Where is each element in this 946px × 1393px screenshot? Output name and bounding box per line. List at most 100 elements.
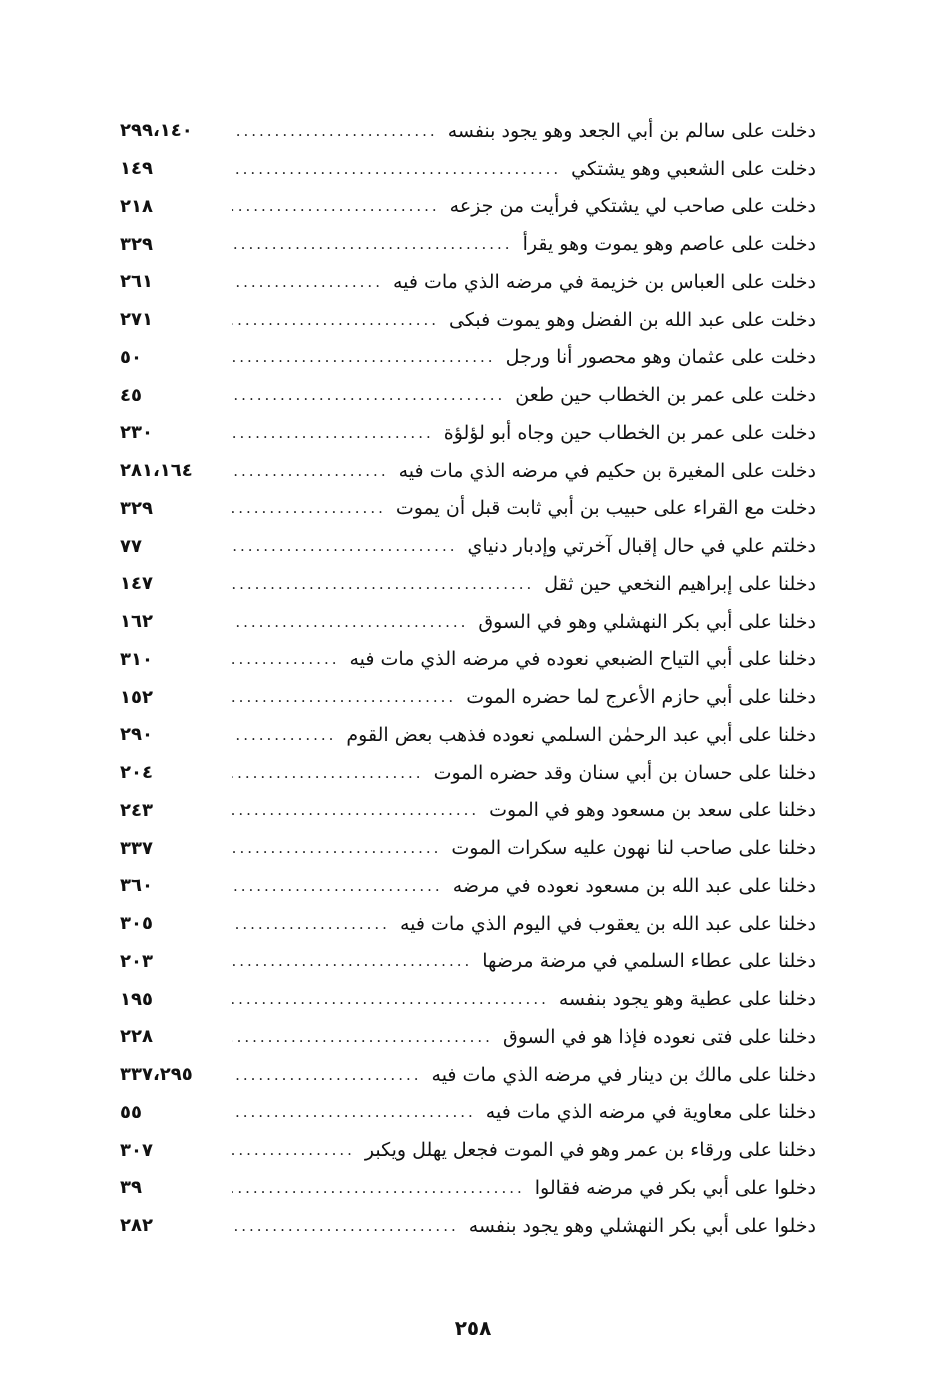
entry-text: دخلوا على أبي بكر في مرضه فقالوا (534, 1176, 816, 1199)
index-entry: دخلت على المغيرة بن حكيم في مرضه الذي ما… (120, 452, 816, 490)
entry-text: دخلت مع القراء على حبيب بن أبي ثابت قبل … (395, 497, 816, 520)
leader-dots: ........................................… (232, 1027, 493, 1046)
leader-dots: ........................................… (232, 725, 337, 744)
entry-text: دخلتم علي في حال إقبال آخرتي وإدبار دنيا… (467, 535, 816, 558)
index-entry: دخلنا على أبي عبد الرحمٰن السلمي نعوده ف… (120, 716, 816, 754)
entry-text: دخلنا على عطية وهو يجود بنفسه (558, 988, 816, 1011)
entry-text: دخلنا على أبي التياح الضبعي نعوده في مرض… (349, 648, 816, 671)
entry-text: دخلنا على حسان بن أبي سنان وقد حضره المو… (433, 761, 816, 784)
entry-pages: ٢٨٢ (120, 1215, 153, 1237)
index-entry: دخلنا على حسان بن أبي سنان وقد حضره المو… (120, 754, 816, 792)
entry-text: دخلت على عثمان وهو محصور أنا ورجل (505, 346, 816, 369)
entry-pages: ٣٠٥ (120, 913, 153, 935)
leader-dots: ........................................… (232, 801, 480, 820)
entry-text: دخلنا على أبي حازم الأعرج لما حضره الموت (466, 686, 816, 709)
leader-dots: ........................................… (232, 914, 390, 933)
leader-dots: ........................................… (232, 876, 443, 895)
entry-pages: ١٩٥ (120, 988, 153, 1010)
entry-pages: ٢٨١،١٦٤ (120, 460, 193, 482)
entry-text: دخلت على سالم بن أبي الجعد وهو يجود بنفس… (447, 119, 816, 142)
index-entry: دخلت على عثمان وهو محصور أنا ورجل.......… (120, 339, 816, 377)
entry-text: دخلوا على أبي بكر النهشلي وهو يجود بنفسه (468, 1214, 816, 1237)
leader-dots: ........................................… (232, 235, 513, 254)
entry-pages: ٣٢٩ (120, 233, 153, 255)
entry-text: دخلت على الشعبي وهو يشتكي (571, 157, 816, 180)
entry-pages: ٣٣٧ (120, 837, 153, 859)
leader-dots: ........................................… (232, 650, 340, 669)
leader-dots: ........................................… (232, 763, 424, 782)
entry-pages: ٧٧ (120, 535, 142, 557)
entry-text: دخلنا على عبد الله بن مسعود نعوده في مرض… (452, 874, 816, 897)
index-entry: دخلت على عبد الله بن الفضل وهو يموت فبكى… (120, 301, 816, 339)
index-entry: دخلنا على إبراهيم النخعي حين ثقل........… (120, 565, 816, 603)
index-entry: دخلت على العباس بن خزيمة في مرضه الذي ما… (120, 263, 816, 301)
index-entry: دخلنا على عطاء السلمي في مرضة مرضها.....… (120, 943, 816, 981)
entry-text: دخلنا على مالك بن دينار في مرضه الذي مات… (431, 1063, 816, 1086)
entry-pages: ٣٩ (120, 1177, 142, 1199)
entry-text: دخلنا على عبد الله بن يعقوب في اليوم الذ… (399, 912, 816, 935)
entry-text: دخلنا على أبي عبد الرحمٰن السلمي نعوده ف… (346, 723, 816, 746)
entry-pages: ١٤٩ (120, 158, 153, 180)
leader-dots: ........................................… (232, 1103, 476, 1122)
leader-dots: ........................................… (232, 952, 473, 971)
entry-text: دخلت على العباس بن خزيمة في مرضه الذي ما… (392, 270, 816, 293)
index-entry: دخلت على عمر بن الخطاب حين طعن..........… (120, 376, 816, 414)
index-entry: دخلنا على عطية وهو يجود بنفسه...........… (120, 980, 816, 1018)
entry-pages: ٢٤٣ (120, 799, 153, 821)
index-entry: دخلت على عاصم وهو يموت وهو يقرأ.........… (120, 225, 816, 263)
index-entry: دخلت مع القراء على حبيب بن أبي ثابت قبل … (120, 490, 816, 528)
index-entry: دخلنا على صاحب لنا نهون عليه سكرات الموت… (120, 829, 816, 867)
index-entry: دخلنا على ورقاء بن عمر وهو في الموت فجعل… (120, 1131, 816, 1169)
index-entry: دخلنا على مالك بن دينار في مرضه الذي مات… (120, 1056, 816, 1094)
leader-dots: ........................................… (232, 386, 506, 405)
entry-pages: ٢٠٣ (120, 950, 153, 972)
index-entry: دخلنا على سعد بن مسعود وهو في الموت.....… (120, 792, 816, 830)
index-entry: دخلنا على أبي حازم الأعرج لما حضره الموت… (120, 678, 816, 716)
page-number: ٢٥٨ (454, 1316, 492, 1340)
leader-dots: ........................................… (232, 537, 458, 556)
entry-pages: ٣٢٩ (120, 497, 153, 519)
leader-dots: ........................................… (232, 990, 549, 1009)
entry-pages: ٢٩٩،١٤٠ (120, 120, 193, 142)
entry-pages: ٢٦١ (120, 271, 153, 293)
index-entry: دخلنا على عبد الله بن يعقوب في اليوم الذ… (120, 905, 816, 943)
entry-pages: ١٥٢ (120, 686, 153, 708)
index-entry: دخلتم علي في حال إقبال آخرتي وإدبار دنيا… (120, 527, 816, 565)
index-list: دخلت على سالم بن أبي الجعد وهو يجود بنفس… (120, 112, 816, 1245)
entry-text: دخلت على المغيرة بن حكيم في مرضه الذي ما… (398, 459, 816, 482)
entry-text: دخلنا على إبراهيم النخعي حين ثقل (544, 572, 816, 595)
leader-dots: ........................................… (232, 688, 457, 707)
entry-text: دخلنا على أبي بكر النهشلي وهو في السوق (478, 610, 816, 633)
entry-text: دخلت على صاحب لي يشتكي فرأيت من جزعه (449, 195, 816, 218)
entry-text: دخلت على عبد الله بن الفضل وهو يموت فبكى (449, 308, 816, 331)
leader-dots: ........................................… (232, 612, 469, 631)
entry-text: دخلنا على ورقاء بن عمر وهو في الموت فجعل… (364, 1139, 816, 1162)
entry-text: دخلت على عمر بن الخطاب حين وجاه أبو لؤلؤ… (443, 421, 816, 444)
entry-pages: ٢٩٠ (120, 724, 153, 746)
entry-pages: ٣٦٠ (120, 875, 153, 897)
leader-dots: ........................................… (232, 1216, 459, 1235)
index-entry: دخلت على سالم بن أبي الجعد وهو يجود بنفس… (120, 112, 816, 150)
leader-dots: ........................................… (232, 310, 440, 329)
index-entry: دخلنا على فتى نعوده فإذا هو في السوق....… (120, 1018, 816, 1056)
entry-pages: ٢٠٤ (120, 762, 153, 784)
leader-dots: ........................................… (232, 121, 438, 140)
entry-text: دخلنا على فتى نعوده فإذا هو في السوق (502, 1025, 816, 1048)
entry-text: دخلنا على معاوية في مرضه الذي مات فيه (485, 1101, 816, 1124)
index-entry: دخلوا على أبي بكر النهشلي وهو يجود بنفسه… (120, 1207, 816, 1245)
index-entry: دخلنا على عبد الله بن مسعود نعوده في مرض… (120, 867, 816, 905)
leader-dots: ........................................… (232, 423, 434, 442)
leader-dots: ........................................… (232, 574, 535, 593)
entry-pages: ٣١٠ (120, 648, 153, 670)
entry-pages: ٥٥ (120, 1101, 142, 1123)
entry-pages: ٢٢٨ (120, 1026, 153, 1048)
index-entry: دخلوا على أبي بكر في مرضه فقالوا........… (120, 1169, 816, 1207)
index-entry: دخلت على صاحب لي يشتكي فرأيت من جزعه....… (120, 188, 816, 226)
entry-pages: ١٤٧ (120, 573, 153, 595)
leader-dots: ........................................… (232, 1141, 355, 1160)
index-entry: دخلنا على أبي بكر النهشلي وهو في السوق..… (120, 603, 816, 641)
entry-pages: ٢١٨ (120, 195, 153, 217)
index-entry: دخلنا على معاوية في مرضه الذي مات فيه...… (120, 1094, 816, 1132)
entry-text: دخلت على عمر بن الخطاب حين طعن (515, 384, 816, 407)
leader-dots: ........................................… (232, 197, 440, 216)
